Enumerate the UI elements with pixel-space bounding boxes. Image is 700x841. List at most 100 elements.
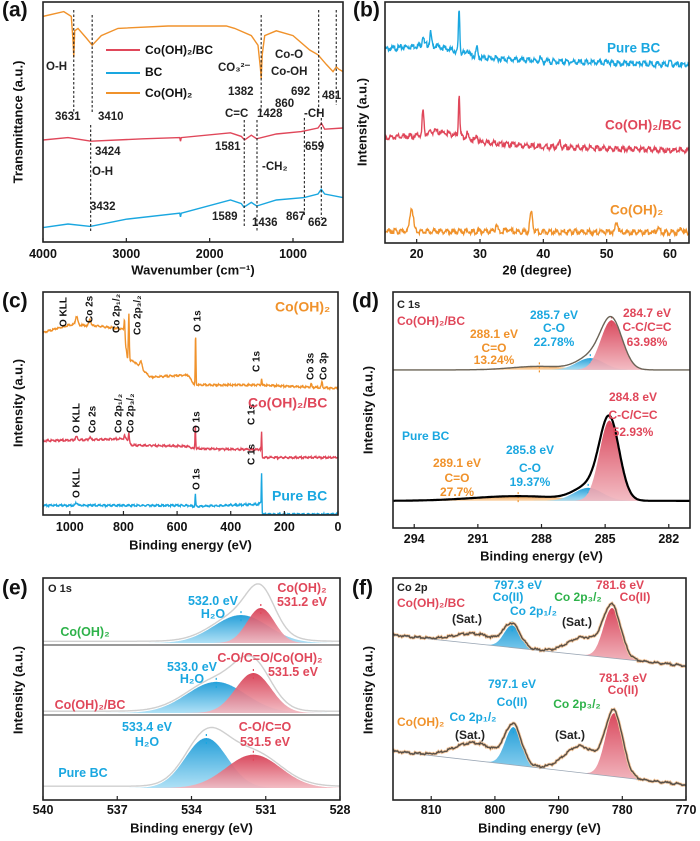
y-axis-label: Transmittance (a.u.) [11, 61, 26, 184]
x-tick-label: 30 [473, 247, 487, 261]
peak-annotation: Co 2p₃/₂ [125, 393, 136, 433]
peak-annotation: O KLL [71, 403, 82, 433]
series-label: Co(OH)₂ [275, 298, 330, 314]
x-tick-label: 20 [410, 247, 424, 261]
y-axis-label: Intensity (a.u.) [11, 359, 26, 447]
series-label: Co(OH)₂ [610, 203, 663, 218]
peak-annotation: 1428 [257, 108, 283, 120]
axes-frame [384, 1, 690, 244]
peak-annotation: 1436 [252, 217, 278, 229]
peak-annotation: C-O/C=O [239, 720, 292, 734]
peak-annotation: 22.78% [534, 335, 575, 349]
peak-annotation: 3432 [90, 201, 116, 213]
peak-annotation: (Sat.) [455, 728, 485, 742]
peak-annotation: 3424 [95, 146, 121, 158]
x-tick-label: 780 [612, 803, 633, 817]
peak-annotation: 533.0 eV [167, 660, 218, 674]
panel-label: (d) [352, 289, 379, 312]
peak-annotation: CO₃²⁻ [218, 62, 250, 74]
peak-annotation: 3631 [55, 111, 81, 123]
x-tick-label: 200 [274, 520, 295, 534]
envelope-line [393, 315, 690, 371]
y-axis-label: Intensity (a.u.) [11, 646, 26, 734]
x-tick-label: 528 [330, 803, 351, 817]
plot-area [393, 315, 690, 503]
axes-frame [42, 291, 339, 516]
peak-annotation: -CH [304, 108, 324, 120]
fit-component-blue [43, 738, 340, 789]
x-tick-label: 291 [467, 532, 488, 546]
peak-annotation: O 1s [191, 468, 202, 490]
peak-annotation: C-C/C=C [622, 320, 671, 334]
peak-annotation: H₂O [180, 672, 205, 686]
envelope-line [393, 602, 686, 668]
x-axis-label: Wavenumber (cm⁻¹) [131, 263, 254, 278]
peak-annotation: Co 3s [305, 352, 316, 380]
panel-label: (a) [2, 0, 28, 21]
peak-annotation: 13.24% [474, 353, 515, 367]
peak-annotation: O-H [46, 61, 67, 73]
peak-annotation: (Sat.) [452, 612, 482, 626]
peak-annotation: 860 [275, 98, 294, 110]
peak-annotation: Co(OH)₂ [397, 715, 444, 729]
series-line-orange [43, 10, 343, 79]
y-axis-label: Intensity (a.u.) [361, 646, 376, 734]
x-tick-label: 285 [595, 532, 616, 546]
x-tick-label: 50 [600, 247, 614, 261]
x-tick-label: 1000 [56, 520, 84, 534]
envelope-line [393, 414, 690, 502]
x-axis-label: 2θ (degree) [502, 263, 571, 278]
series-label: Co(OH)₂/BC [248, 394, 327, 410]
peak-annotation: C=C [225, 108, 248, 120]
peak-annotation: Co 2p [397, 582, 428, 594]
peak-annotation: H₂O [201, 607, 226, 621]
peak-annotation: 285.8 eV [506, 443, 554, 457]
x-axis-label: Binding energy (eV) [478, 821, 601, 836]
peak-annotation: 659 [305, 141, 324, 153]
peak-annotation: C 1s [246, 443, 257, 465]
peak-annotation: Co-O [275, 49, 303, 61]
peak-annotation: 284.8 eV [609, 390, 657, 404]
legend-label: Co(OH)₂ [145, 86, 192, 100]
fit-component-red [393, 420, 690, 501]
fit-component-red [43, 608, 340, 644]
peak-annotation: C 1s [397, 299, 420, 311]
fit-component-red [393, 320, 690, 370]
peak-annotation: Co 2p₁/₂ [510, 604, 557, 618]
series-label: Co(OH)₂/BC [605, 118, 682, 133]
peak-annotation: Co 2p₃/₂ [553, 697, 601, 711]
x-tick-label: 790 [548, 803, 569, 817]
panel-b [384, 1, 690, 244]
fit-component-orange [393, 366, 690, 370]
peak-annotation: O KLL [71, 468, 82, 498]
axes-frame [392, 577, 687, 801]
peak-annotation: 531.2 eV [277, 595, 328, 609]
peak-annotation: C=O [444, 471, 469, 485]
peak-annotation: H₂O [135, 735, 160, 749]
peak-annotation: 3410 [98, 111, 124, 123]
x-tick-label: 1000 [279, 247, 307, 261]
x-tick-label: 540 [33, 803, 54, 817]
peak-annotation: Co(II) [497, 695, 528, 709]
x-tick-label: 400 [220, 520, 241, 534]
x-tick-label: 800 [113, 520, 134, 534]
plot-area [43, 313, 338, 515]
peak-annotation: 289.1 eV [433, 456, 481, 470]
peak-annotation: 288.1 eV [470, 327, 518, 341]
peak-annotation: Co 2p₁/₂ [113, 394, 124, 433]
series-label: Pure BC [272, 487, 327, 503]
peak-annotation: Co(OH)₂ [277, 581, 326, 595]
peak-annotation: 781.6 eV [596, 578, 644, 592]
axes-frame [42, 1, 344, 243]
x-tick-label: 770 [676, 803, 697, 817]
x-tick-label: 2000 [196, 247, 224, 261]
peak-annotation: 692 [291, 86, 310, 98]
peak-annotation: 27.7% [440, 485, 474, 499]
panel-label: (b) [353, 0, 380, 21]
peak-annotation: 797.1 eV [488, 677, 536, 691]
peak-annotation: C 1s [251, 350, 262, 372]
peak-annotation: 285.7 eV [530, 308, 578, 322]
x-tick-label: 800 [484, 803, 505, 817]
peak-annotation: 531.5 eV [268, 665, 319, 679]
